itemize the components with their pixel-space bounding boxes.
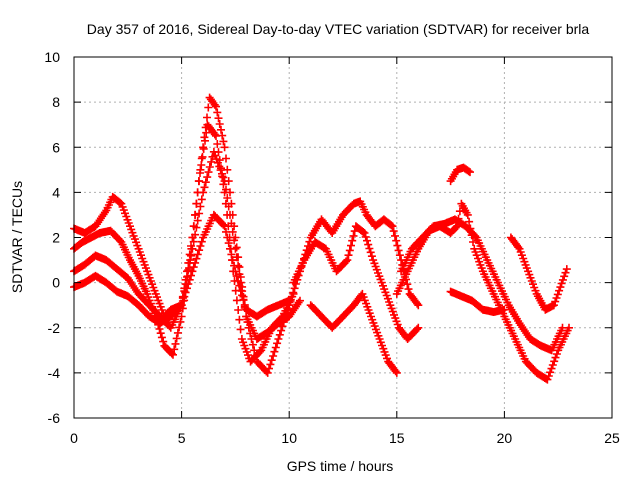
y-tick-label: 2: [52, 230, 60, 246]
series-track-10: [446, 163, 474, 186]
chart-title: Day 357 of 2016, Sidereal Day-to-day VTE…: [87, 21, 590, 37]
data-point-markers: [446, 163, 474, 186]
data-points: [70, 93, 573, 384]
data-point-markers: [446, 287, 509, 316]
x-axis-ticks: 0 5 10 15 20 25: [70, 57, 620, 446]
y-axis-ticks: -6 -4 -2 0 2 4 6 8 10: [44, 49, 612, 426]
series-track-8: [392, 199, 573, 384]
x-tick-label: 20: [497, 430, 513, 446]
y-axis-label: SDTVAR / TECUs: [9, 181, 25, 293]
y-tick-label: -6: [48, 410, 61, 426]
series-track-6: [289, 222, 423, 343]
x-tick-label: 0: [70, 430, 78, 446]
x-tick-label: 25: [604, 430, 620, 446]
y-tick-label: 8: [52, 94, 60, 110]
y-tick-label: 10: [44, 49, 60, 65]
x-tick-label: 10: [281, 430, 297, 446]
series-track-11: [446, 287, 509, 316]
y-tick-label: 6: [52, 139, 60, 155]
y-tick-label: -4: [48, 365, 61, 381]
x-axis-label: GPS time / hours: [287, 458, 394, 474]
series-track-9: [397, 215, 567, 355]
x-tick-label: 5: [178, 430, 186, 446]
y-tick-label: 0: [52, 275, 60, 291]
data-point-markers: [392, 199, 573, 384]
series-track-12: [506, 233, 571, 314]
series-track-2: [70, 120, 298, 366]
series-track-7: [306, 289, 401, 377]
y-tick-label: -2: [48, 320, 61, 336]
data-point-markers: [289, 222, 423, 343]
data-point-markers: [506, 233, 571, 314]
y-tick-label: 4: [52, 184, 60, 200]
data-point-markers: [397, 215, 567, 355]
x-tick-label: 15: [389, 430, 405, 446]
data-point-markers: [70, 120, 298, 366]
data-point-markers: [306, 289, 401, 377]
